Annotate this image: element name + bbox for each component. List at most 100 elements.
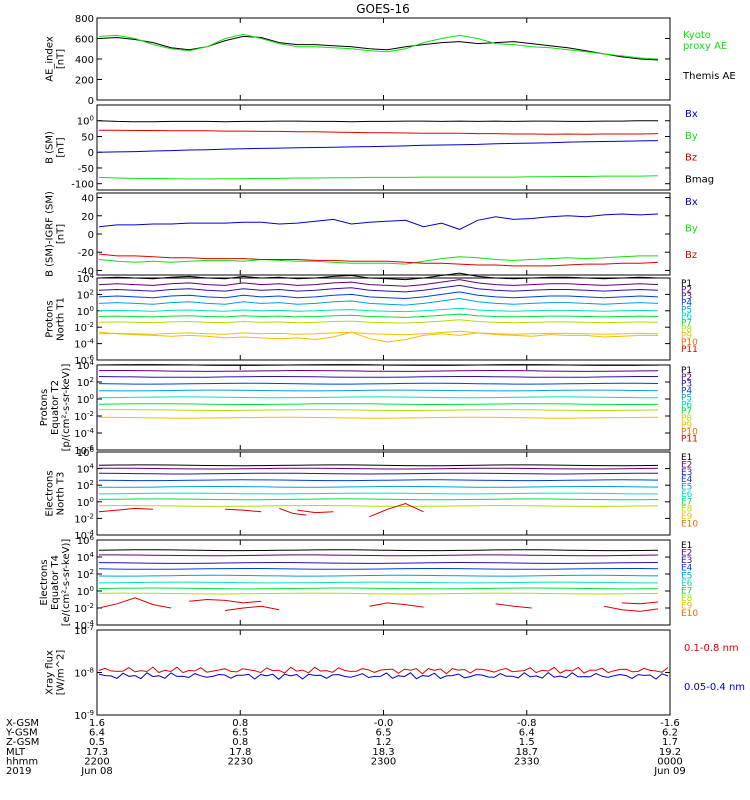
y-axis-label: North T3 (56, 472, 67, 516)
legend-entry: E6 (681, 490, 693, 500)
y-tick-label: 10-6 (74, 444, 94, 457)
channel-line (98, 284, 659, 293)
channel-line (98, 297, 659, 306)
legend: Bx By Bz Bmag (685, 109, 714, 186)
figure-title: GOES-16 (356, 2, 410, 16)
legend-entry: E4 (681, 475, 693, 485)
legend-entry: P3 (681, 380, 692, 390)
series-group (98, 272, 659, 343)
legend: Bx By Bz (685, 197, 698, 261)
channel-segment (225, 605, 280, 611)
channel-line (98, 485, 659, 488)
channel-line (98, 498, 659, 501)
channel-line (98, 403, 659, 405)
x-row-value: -0.8 (517, 718, 537, 729)
series-group (98, 549, 659, 612)
y-axis-label: Equator T4 (50, 555, 61, 610)
y-tick-label: 400 (75, 55, 94, 66)
legend-entry: E9 (681, 602, 693, 612)
channel-segment (621, 601, 659, 605)
legend-entry: P7 (681, 407, 692, 417)
channel-line (98, 330, 659, 336)
y-tick-label: 100 (77, 305, 94, 318)
legend-entry: E6 (681, 579, 693, 589)
x-row-value: 2330 (514, 756, 539, 767)
channel-segment (369, 502, 424, 518)
y-tick-label: 10-2 (74, 321, 94, 334)
channel-segment (225, 508, 262, 513)
x-row-value: 6.5 (232, 728, 248, 739)
y-tick-label: 50 (81, 132, 94, 143)
y-axis-label: Protons (39, 389, 50, 426)
legend-entry: proxy AE (683, 41, 727, 52)
channel-line (98, 409, 659, 412)
series-group (98, 464, 659, 518)
channel-line (98, 592, 659, 595)
x-row-label: Y-GSM (5, 728, 38, 739)
x-row-value: 2300 (371, 756, 396, 767)
y-tick-label: 10-4 (74, 427, 94, 440)
y-axis-label: [p/(cm²-s-sr-keV)] (61, 364, 72, 452)
channel-line (98, 272, 659, 281)
y-tick-label: 104 (77, 463, 95, 476)
legend-entry: P4 (681, 387, 692, 397)
legend-entry: 0.1-0.8 nm (684, 643, 739, 654)
y-axis-label: [e/(cm²-s-sr-keV)] (61, 539, 72, 627)
legend-entry: Bmag (685, 175, 714, 186)
series-group (98, 213, 659, 267)
legend-entry: E1 (681, 453, 692, 463)
series-line (98, 213, 659, 230)
legend-entry: P1 (681, 279, 692, 289)
y-tick-label: 20 (81, 212, 94, 223)
legend-entry: P6 (681, 312, 692, 322)
series-line (99, 129, 659, 135)
series-group (98, 364, 659, 419)
series-line (98, 140, 659, 153)
panel-pn: 10-6 10-4 10-2 100 102 104 Protons North T1 P1P2… (45, 272, 699, 367)
y-axis-label: [nT] (56, 224, 67, 244)
series-group (98, 120, 659, 180)
x-row-value: 6.4 (89, 728, 105, 739)
y-tick-label: 100 (77, 585, 94, 598)
series-group (98, 666, 669, 680)
y-axis-label: Equator T2 (50, 380, 61, 435)
channel-line (98, 472, 658, 475)
y-axis-label: Xray flux (45, 650, 56, 695)
x-row-value: 0.8 (232, 718, 248, 729)
x-row-value: 6.4 (519, 728, 535, 739)
y-tick-label: 100 (77, 115, 94, 128)
y-axis-label: [nT] (56, 49, 67, 69)
x-row-value: 0.8 (232, 737, 248, 748)
x-row-value: 1.2 (376, 737, 392, 748)
y-tick-label: 600 (75, 35, 94, 46)
legend-entry: P5 (681, 305, 692, 315)
y-tick-label: 10-9 (74, 709, 94, 722)
x-row-value: Jun 09 (653, 766, 686, 777)
channel-line (99, 554, 659, 557)
y-tick-label: 10-4 (74, 619, 94, 632)
legend-entry: P11 (681, 345, 698, 355)
panel-ee: 10-4 10-2 100 102 104 106 Electrons Equator T4[… (39, 534, 698, 632)
y-tick-label: 102 (77, 568, 94, 581)
channel-line (98, 307, 659, 313)
channel-segment (98, 597, 172, 609)
y-tick-label: 106 (77, 446, 95, 459)
x-row-value: 1.7 (662, 737, 678, 748)
y-tick-label: -100 (71, 180, 94, 191)
channel-line (98, 382, 659, 385)
y-axis-label: Electrons (39, 559, 50, 605)
legend-entry: E5 (681, 571, 692, 581)
channel-line (98, 464, 659, 467)
x-row-value: -0.0 (374, 718, 394, 729)
y-tick-label: 800 (75, 14, 94, 25)
x-row-value: Jun 08 (80, 766, 113, 777)
y-tick-label: 106 (77, 534, 95, 547)
x-row-value: 2230 (228, 756, 253, 767)
